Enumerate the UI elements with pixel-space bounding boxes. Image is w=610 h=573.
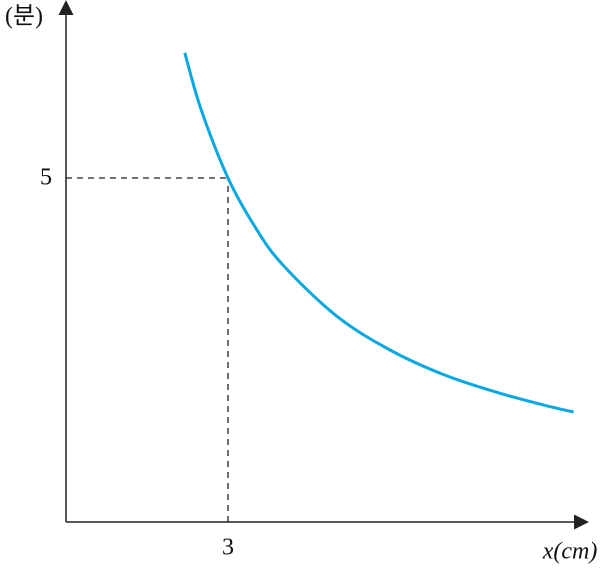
- curve: [183, 52, 574, 414]
- y-tick-label: 5: [40, 165, 52, 191]
- y-axis-label: (분): [5, 4, 43, 30]
- x-axis-label: x(cm): [542, 539, 598, 565]
- x-tick-label: 3: [222, 535, 234, 561]
